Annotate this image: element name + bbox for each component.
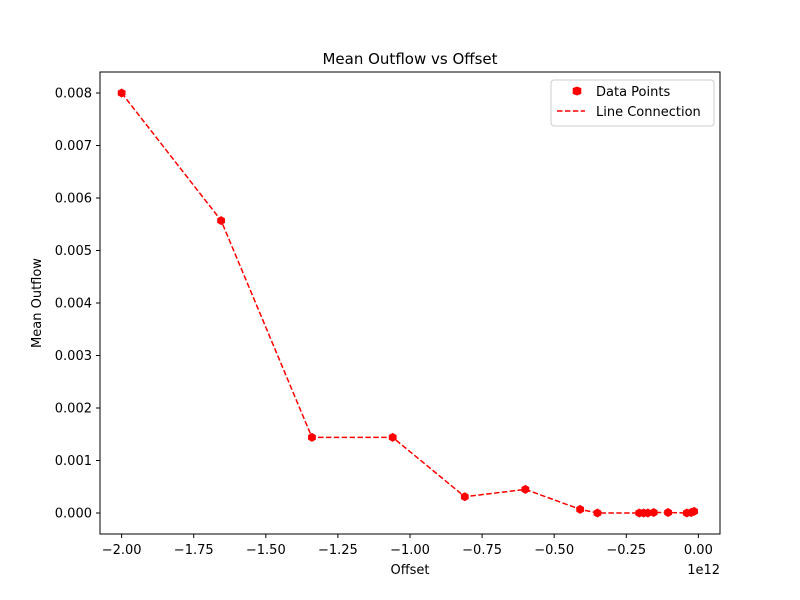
legend-label-data-points: Data Points [596, 85, 670, 100]
axes-frame [99, 71, 721, 535]
x-axis-label: Offset [390, 563, 429, 578]
y-tick-label: 0.008 [55, 87, 92, 102]
data-point [388, 432, 397, 442]
x-tick-label: 0.00 [684, 543, 713, 558]
x-axis: −2.00 −1.75 −1.50 −1.25 −1.00 −0.75 −0.50 −0.25… [102, 534, 713, 558]
data-point [460, 492, 469, 502]
x-tick-label: −1.25 [318, 543, 358, 558]
data-point [690, 506, 698, 516]
legend-marker-data-points [572, 86, 582, 96]
legend-box [550, 79, 715, 127]
y-tick-label: 0.005 [55, 244, 92, 259]
series-line-connection [121, 92, 695, 514]
data-point [217, 216, 226, 226]
x-tick-label: −2.00 [102, 543, 142, 558]
x-tick-label: −0.50 [534, 543, 574, 558]
data-point [593, 508, 602, 518]
data-point [649, 507, 658, 517]
y-tick-label: 0.000 [55, 507, 92, 522]
y-tick-label: 0.004 [55, 297, 92, 312]
data-point [308, 432, 316, 442]
x-tick-label: −0.75 [462, 543, 502, 558]
chart-title: Mean Outflow vs Offset [322, 50, 497, 68]
data-point [521, 484, 530, 494]
y-axis: 0.000 0.001 0.002 0.003 0.004 0.005 0.006 0.007… [55, 87, 100, 522]
x-tick-label: −1.50 [246, 543, 286, 558]
legend-label-line-connection: Line Connection [596, 105, 701, 120]
data-point [576, 504, 585, 514]
data-point [117, 88, 126, 98]
y-axis-label: Mean Outflow [30, 258, 45, 348]
x-tick-label: −1.00 [390, 543, 430, 558]
x-tick-label: −0.25 [606, 543, 646, 558]
y-tick-label: 0.001 [55, 454, 92, 469]
plot-area [117, 88, 698, 518]
y-tick-label: 0.006 [55, 192, 92, 207]
y-tick-label: 0.003 [55, 349, 92, 364]
legend: Data Points Line Connection [550, 79, 715, 127]
x-axis-offset-label: 1e12 [687, 563, 720, 578]
data-point [664, 507, 672, 517]
x-tick-label: −1.75 [174, 543, 214, 558]
y-tick-label: 0.002 [55, 402, 92, 417]
y-tick-label: 0.007 [55, 139, 92, 154]
